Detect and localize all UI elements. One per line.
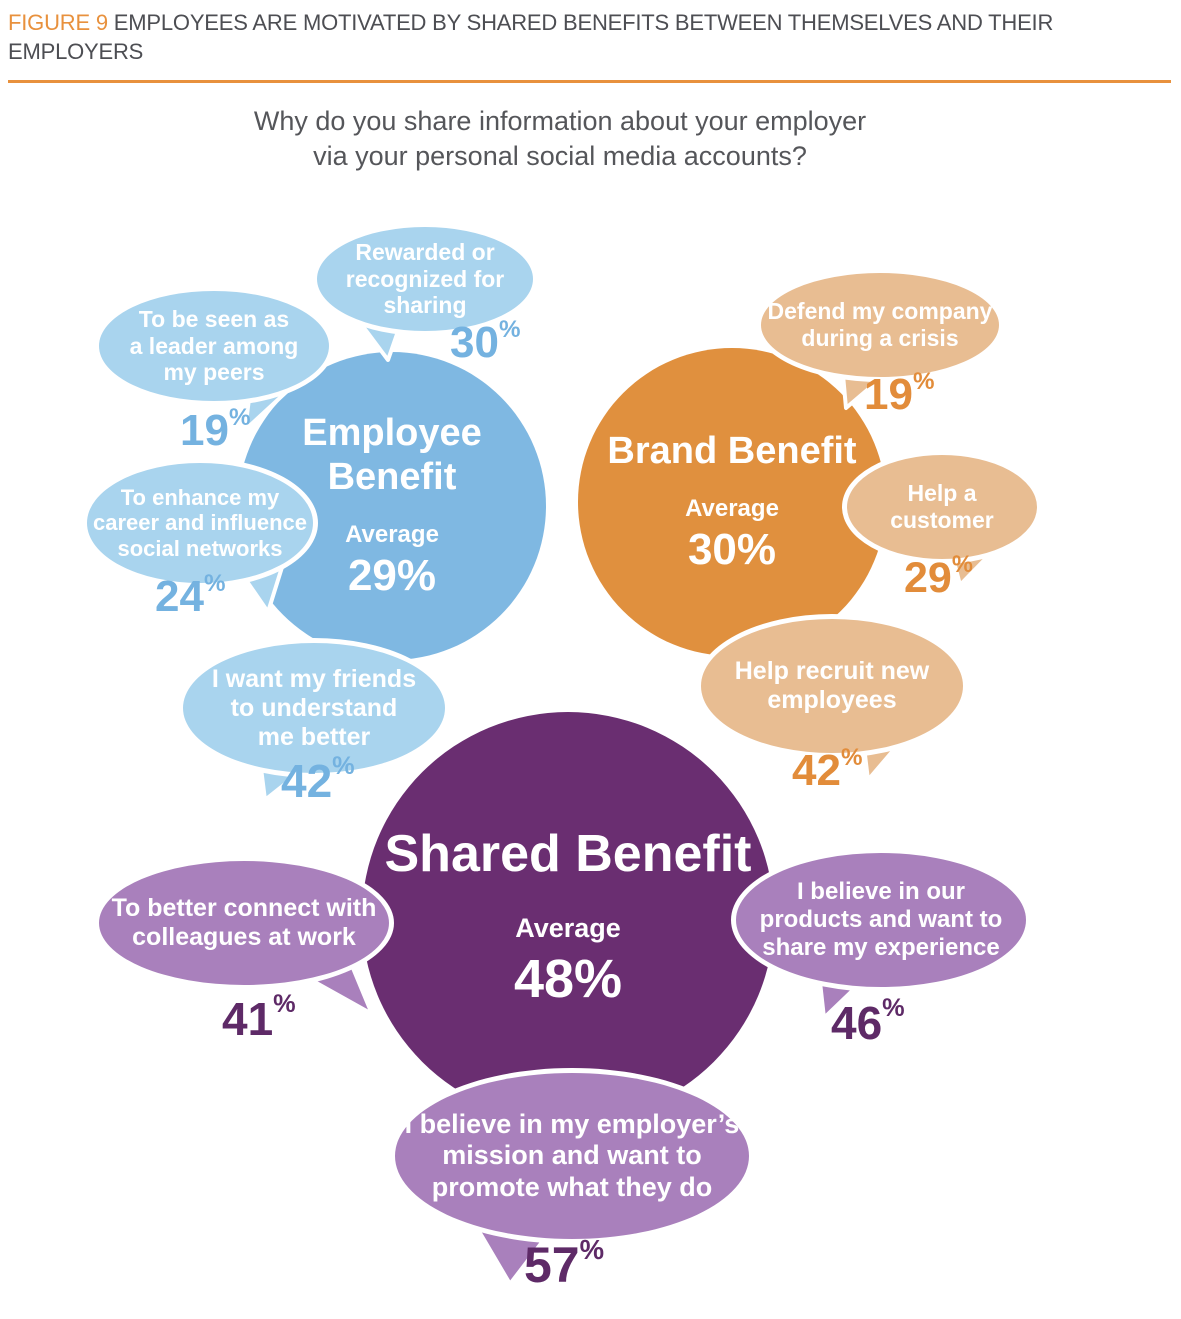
- figure-title: EMPLOYEES ARE MOTIVATED BY SHARED BENEFI…: [8, 10, 1054, 65]
- question-line-2: via your personal social media accounts?: [313, 141, 807, 172]
- bubble-label-line: I believe in my employer’s: [404, 1109, 740, 1140]
- circle-title-line: Shared: [384, 825, 561, 884]
- bubble-rewarded-for-sharing: Rewarded or recognized for sharing: [312, 222, 538, 336]
- pct-value: 30: [450, 318, 499, 367]
- bubble-label-line: I believe in our: [796, 878, 966, 906]
- bubble-label-line: me better: [257, 722, 371, 751]
- bubble-label-line: Help a: [907, 480, 977, 507]
- average-value: 48%: [513, 948, 623, 1009]
- circle-title: Shared Benefit: [385, 824, 752, 884]
- pct-rewarded-for-sharing: 30%: [450, 316, 521, 368]
- bubble-seen-as-leader: To be seen as a leader among my peers: [94, 286, 334, 406]
- pct-value: 57: [524, 1237, 580, 1293]
- bubble-enhance-career: To enhance my career and influence socia…: [82, 458, 318, 588]
- bubble-label-line: sharing: [383, 292, 467, 319]
- percent-sign: %: [228, 404, 251, 432]
- bubble-help-customer: Help a customer: [842, 450, 1042, 564]
- bubble-label-line: customer: [890, 507, 994, 533]
- bubble-label-line: recognized for: [345, 265, 505, 292]
- percent-sign: %: [332, 751, 355, 780]
- bubble-label-line: career and influence: [93, 510, 307, 536]
- bubble-label-line: colleagues at work: [132, 923, 356, 951]
- bubble-label-line: employees: [767, 686, 897, 714]
- brand-benefit-circle: Brand Benefit Average 30%: [578, 348, 886, 656]
- percent-sign: %: [579, 1233, 605, 1265]
- percent-sign: %: [273, 989, 296, 1018]
- bubble-label-line: social networks: [117, 535, 283, 561]
- average-label: Average: [345, 521, 439, 549]
- pct-enhance-career: 24%: [155, 570, 226, 622]
- question-line-1: Why do you share information about your …: [253, 106, 867, 136]
- bubble-label-line: Help recruit new: [734, 657, 930, 685]
- pct-value: 24: [155, 572, 204, 621]
- pct-value: 29: [904, 554, 952, 602]
- shared-benefit-circle: Shared Benefit Average 48%: [362, 712, 774, 1122]
- bubble-label-line: I want my friends: [211, 664, 417, 693]
- bubble-label-line: products and want to: [759, 906, 1003, 934]
- bubble-label-line: To be seen as: [138, 305, 290, 332]
- pct-value: 41: [222, 993, 274, 1045]
- pct-friends-understand: 42%: [281, 751, 355, 808]
- bubble-connect-colleagues: To better connect with colleagues at wor…: [94, 856, 394, 990]
- pct-defend-company: 19%: [864, 368, 935, 420]
- pct-help-recruit: 42%: [792, 744, 863, 796]
- pct-value: 42: [281, 755, 333, 807]
- circle-title-line: Benefit: [327, 456, 457, 498]
- bubble-label-line: a leader among: [129, 332, 299, 359]
- average-label: Average: [685, 495, 779, 523]
- bubble-label-line: during a crisis: [801, 325, 959, 351]
- percent-sign: %: [498, 316, 521, 344]
- circle-title-line: Benefit: [575, 825, 752, 884]
- percent-sign: %: [203, 570, 226, 598]
- bubble-label-line: to understand: [230, 693, 398, 722]
- bubble-believe-mission: I believe in my employer’s mission and w…: [390, 1068, 754, 1244]
- percent-sign: %: [912, 368, 935, 396]
- bubble-label-line: mission and want to: [442, 1140, 702, 1171]
- pct-help-customer: 29%: [904, 552, 973, 603]
- average-label: Average: [515, 912, 621, 943]
- pct-value: 19: [864, 370, 913, 419]
- percent-sign: %: [951, 552, 973, 579]
- pct-seen-as-leader: 19%: [180, 404, 251, 456]
- average-value: 30%: [687, 525, 777, 575]
- bubble-label-line: promote what they do: [431, 1171, 713, 1202]
- circle-title: Brand Benefit: [607, 429, 856, 473]
- pct-believe-products: 46%: [831, 993, 905, 1050]
- bubble-believe-products: I believe in our products and want to sh…: [731, 848, 1031, 992]
- figure-header: FIGURE 9 EMPLOYEES ARE MOTIVATED BY SHAR…: [8, 8, 1171, 84]
- circle-title-line: Brand: [607, 429, 718, 472]
- pct-value: 19: [180, 406, 229, 455]
- pct-value: 42: [792, 746, 841, 795]
- percent-sign: %: [882, 993, 905, 1022]
- bubble-label-line: my peers: [163, 359, 265, 386]
- circle-title-line: Benefit: [727, 429, 857, 472]
- percent-sign: %: [840, 744, 863, 772]
- bubble-friends-understand: I want my friends to understand me bette…: [178, 638, 450, 778]
- bubble-label-line: To better connect with: [111, 894, 377, 922]
- pct-value: 46: [831, 997, 883, 1049]
- bubble-label-line: Rewarded or: [355, 238, 495, 265]
- pct-connect-colleagues: 41%: [222, 989, 296, 1046]
- bubble-label-line: To enhance my: [120, 484, 280, 510]
- figure-number: FIGURE 9: [8, 10, 108, 35]
- circle-title-line: Employee: [302, 411, 482, 454]
- circle-title: Employee Benefit: [238, 411, 546, 499]
- chart-question: Why do you share information about your …: [0, 104, 1120, 174]
- bubble-help-recruit: Help recruit new employees: [696, 614, 968, 758]
- average-value: 29%: [347, 551, 437, 601]
- bubble-label-line: Defend my company: [767, 298, 993, 325]
- bubble-label-line: share my experience: [762, 933, 1000, 961]
- bubble-defend-company: Defend my company during a crisis: [756, 268, 1004, 382]
- pct-believe-mission: 57%: [524, 1233, 605, 1294]
